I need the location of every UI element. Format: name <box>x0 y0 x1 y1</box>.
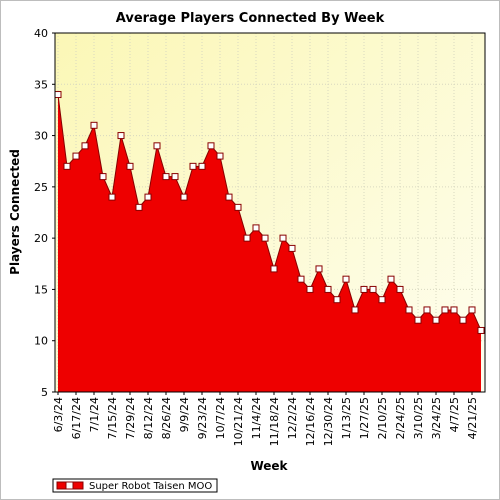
x-axis-ticks: 6/3/24 6/17/24 7/1/24 7/15/24 7/29/24 8/12/24… <box>52 392 479 446</box>
x-tick-label: 7/1/24 <box>88 397 101 432</box>
data-point-marker <box>72 152 80 160</box>
y-tick-label: 25 <box>34 181 48 194</box>
data-point-marker <box>216 152 224 160</box>
y-tick-label: 10 <box>34 335 48 348</box>
data-point-marker <box>243 234 251 242</box>
x-tick-label: 12/16/24 <box>304 397 317 446</box>
y-tick-label: 15 <box>34 283 48 296</box>
y-tick-label: 30 <box>34 130 48 143</box>
data-point-marker <box>432 316 440 324</box>
legend: Super Robot Taisen MOO <box>52 478 218 493</box>
x-tick-label: 1/13/25 <box>340 397 353 439</box>
data-point-marker <box>99 173 107 181</box>
data-point-marker <box>414 316 422 324</box>
x-tick-label: 1/27/25 <box>358 397 371 439</box>
x-tick-label: 12/2/24 <box>286 397 299 439</box>
data-point-marker <box>441 306 449 314</box>
x-tick-label: 6/3/24 <box>52 397 65 432</box>
data-point-marker <box>207 142 215 150</box>
data-point-marker <box>63 162 71 170</box>
legend-marker <box>65 481 74 490</box>
data-point-marker <box>225 193 233 201</box>
x-tick-label: 10/7/24 <box>214 397 227 439</box>
data-point-marker <box>468 306 476 314</box>
data-point-marker <box>270 265 278 273</box>
data-point-marker <box>288 244 296 252</box>
data-point-marker <box>297 275 305 283</box>
y-axis-title: Players Connected <box>8 149 22 275</box>
data-point-marker <box>306 285 314 293</box>
plot-area <box>54 32 486 393</box>
data-point-marker <box>405 306 413 314</box>
x-tick-label: 9/23/24 <box>196 397 209 439</box>
legend-box <box>52 478 218 493</box>
y-tick-label: 20 <box>34 232 48 245</box>
data-point-marker <box>198 162 206 170</box>
data-point-marker <box>234 203 242 211</box>
data-point-marker <box>450 306 458 314</box>
data-point-marker <box>387 275 395 283</box>
data-point-marker <box>396 285 404 293</box>
data-point-marker <box>333 296 341 304</box>
x-tick-label: 2/24/25 <box>394 397 407 439</box>
data-point-marker <box>54 91 62 99</box>
data-point-marker <box>378 296 386 304</box>
x-tick-label: 11/18/24 <box>268 397 281 446</box>
x-tick-label: 2/10/25 <box>376 397 389 439</box>
data-point-marker <box>360 285 368 293</box>
data-point-marker <box>261 234 269 242</box>
x-tick-label: 8/26/24 <box>160 397 173 439</box>
data-point-marker <box>477 326 485 334</box>
x-tick-label: 7/29/24 <box>124 397 137 439</box>
series-area <box>58 94 481 392</box>
data-point-marker <box>126 162 134 170</box>
x-tick-label: 4/21/25 <box>466 397 479 439</box>
y-axis-ticks: 5 10 15 20 25 30 35 40 <box>34 27 55 399</box>
data-point-marker <box>369 285 377 293</box>
data-point-marker <box>162 173 170 181</box>
y-tick-label: 5 <box>41 386 48 399</box>
x-tick-label: 3/10/25 <box>412 397 425 439</box>
data-point-marker <box>189 162 197 170</box>
data-point-marker <box>153 142 161 150</box>
x-tick-label: 8/12/24 <box>142 397 155 439</box>
chart-title: Average Players Connected By Week <box>116 11 385 26</box>
data-point-marker <box>171 173 179 181</box>
data-point-marker <box>351 306 359 314</box>
x-tick-label: 9/9/24 <box>178 397 191 432</box>
data-point-marker <box>324 285 332 293</box>
data-point-marker <box>81 142 89 150</box>
data-point-marker <box>144 193 152 201</box>
x-tick-label: 3/24/25 <box>430 397 443 439</box>
data-point-marker <box>459 316 467 324</box>
data-point-marker <box>135 203 143 211</box>
legend-label: Super Robot Taisen MOO <box>89 481 212 492</box>
x-tick-label: 10/21/24 <box>232 397 245 446</box>
data-point-marker <box>423 306 431 314</box>
x-tick-label: 6/17/24 <box>70 397 83 439</box>
y-tick-label: 40 <box>34 27 48 40</box>
x-axis-title: Week <box>250 459 288 473</box>
series-markers <box>54 91 485 334</box>
x-tick-label: 4/7/25 <box>448 397 461 432</box>
y-tick-label: 35 <box>34 78 48 91</box>
data-point-marker <box>315 265 323 273</box>
data-point-marker <box>108 193 116 201</box>
plot-border <box>54 32 486 393</box>
data-point-marker <box>342 275 350 283</box>
data-point-marker <box>252 224 260 232</box>
x-tick-label: 7/15/24 <box>106 397 119 439</box>
data-point-marker <box>279 234 287 242</box>
data-point-marker <box>90 121 98 129</box>
x-tick-label: 12/30/24 <box>322 397 335 446</box>
data-point-marker <box>180 193 188 201</box>
x-tick-label: 11/4/24 <box>250 397 263 439</box>
data-point-marker <box>117 132 125 140</box>
